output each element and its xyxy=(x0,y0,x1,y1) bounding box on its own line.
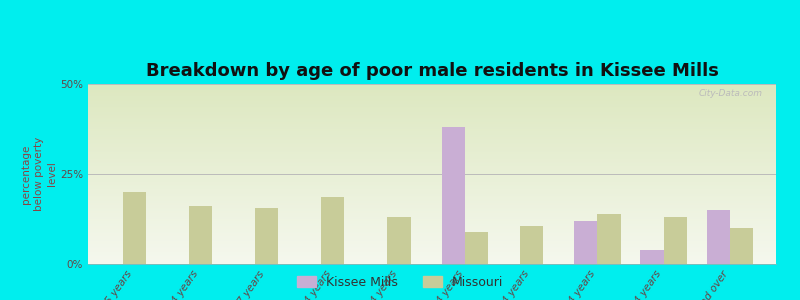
Bar xyxy=(640,250,663,264)
Legend: Kissee Mills, Missouri: Kissee Mills, Missouri xyxy=(292,271,508,294)
Bar xyxy=(122,192,146,264)
Bar xyxy=(321,197,344,264)
Bar xyxy=(442,127,465,264)
Bar xyxy=(387,217,410,264)
Bar xyxy=(730,228,753,264)
Text: City-Data.com: City-Data.com xyxy=(698,89,762,98)
Bar xyxy=(706,210,730,264)
Bar xyxy=(465,232,488,264)
Bar xyxy=(663,217,686,264)
Title: Breakdown by age of poor male residents in Kissee Mills: Breakdown by age of poor male residents … xyxy=(146,62,718,80)
Bar xyxy=(520,226,543,264)
Bar xyxy=(574,221,598,264)
Y-axis label: percentage
below poverty
level: percentage below poverty level xyxy=(21,137,58,211)
Bar xyxy=(598,214,621,264)
Bar xyxy=(189,206,212,264)
Bar xyxy=(255,208,278,264)
